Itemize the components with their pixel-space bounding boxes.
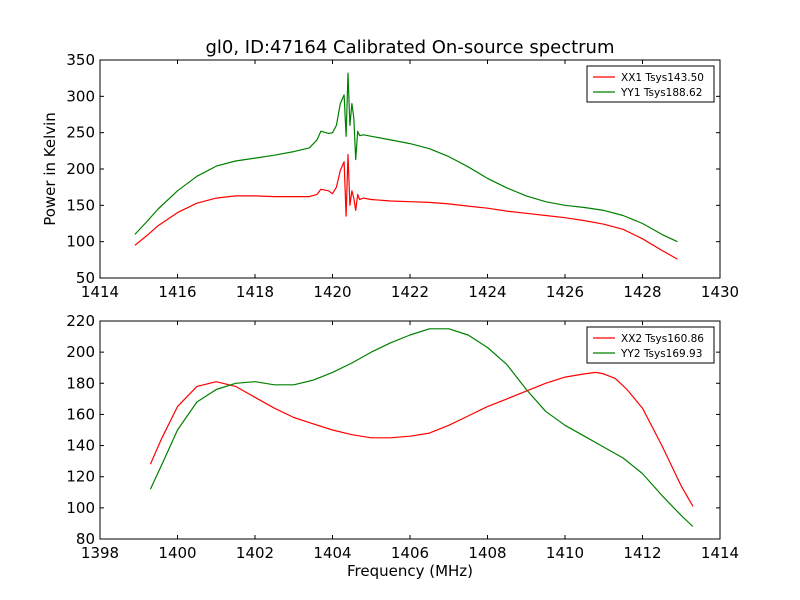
- series-line-bottom-2: [149, 328, 694, 527]
- top-x-tick-label: 1420: [313, 283, 351, 301]
- top-x-tick-label: 1416: [158, 283, 196, 301]
- bottom-plot-panel: 1398 1400 1402 1404 1406 1408 1410 1412 1414 80 10…: [66, 312, 739, 562]
- top-y-tick-label: 250: [66, 124, 95, 142]
- legend: XX2 Tsys160.86 YY2 Tsys169.93: [586, 326, 715, 364]
- bottom-x-tick-label: 1400: [158, 544, 196, 562]
- top-y-tick-label: 50: [76, 269, 95, 287]
- top-x-tick-label: 1414: [81, 283, 119, 301]
- legend: XX1 Tsys143.50 YY1 Tsys188.62: [586, 65, 715, 103]
- legend-entry-label: YY2 Tsys169.93: [620, 348, 702, 360]
- bottom-x-tick-label: 1408: [468, 544, 506, 562]
- top-plot-panel: 1414 1416 1418 1420 1422 1424 1426 1428 1430 50 10…: [66, 51, 739, 301]
- legend-box: [586, 65, 715, 103]
- series-group: [134, 72, 678, 260]
- top-y-tick-label: 350: [66, 51, 95, 69]
- bottom-y-tick-label: 120: [66, 468, 95, 486]
- chart-title: gl0, ID:47164 Calibrated On-source spect…: [205, 37, 614, 58]
- series-group: [149, 328, 694, 527]
- top-x-tick-label: 1428: [623, 283, 661, 301]
- bottom-y-tick-label: 100: [66, 499, 95, 517]
- bottom-y-tick-label: 200: [66, 343, 95, 361]
- bottom-x-tick-label: 1402: [236, 544, 274, 562]
- bottom-y-tick-label: 180: [66, 374, 95, 392]
- y-axis-label-top: Power in Kelvin: [41, 112, 59, 226]
- top-y-tick-label: 100: [66, 233, 95, 251]
- series-line-top-2: [134, 72, 678, 243]
- top-x-tick-label: 1430: [701, 283, 739, 301]
- bottom-x-tick-label: 1404: [313, 544, 351, 562]
- bottom-y-tick-label: 220: [66, 312, 95, 330]
- top-x-tick-label: 1422: [391, 283, 429, 301]
- legend-entry-label: XX1 Tsys143.50: [621, 72, 704, 84]
- bottom-y-tick-label: 80: [76, 530, 95, 548]
- bottom-y-tick-label: 160: [66, 405, 95, 423]
- legend-entry-label: XX2 Tsys160.86: [621, 333, 704, 345]
- top-y-tick-label: 150: [66, 196, 95, 214]
- bottom-x-tick-label: 1414: [701, 544, 739, 562]
- bottom-x-tick-label: 1398: [81, 544, 119, 562]
- legend-box: [586, 326, 715, 364]
- top-y-tick-label: 300: [66, 87, 95, 105]
- top-x-tick-label: 1418: [236, 283, 274, 301]
- series-line-bottom-1: [149, 371, 694, 507]
- top-x-tick-label: 1424: [468, 283, 506, 301]
- legend-entry-label: YY1 Tsys188.62: [620, 87, 702, 99]
- top-y-tick-label: 200: [66, 160, 95, 178]
- bottom-x-tick-label: 1410: [546, 544, 584, 562]
- series-line-top-1: [134, 153, 678, 260]
- bottom-y-tick-label: 140: [66, 437, 95, 455]
- x-axis-label-bottom: Frequency (MHz): [347, 562, 473, 580]
- bottom-x-tick-label: 1406: [391, 544, 429, 562]
- top-x-tick-label: 1426: [546, 283, 584, 301]
- bottom-x-tick-label: 1412: [623, 544, 661, 562]
